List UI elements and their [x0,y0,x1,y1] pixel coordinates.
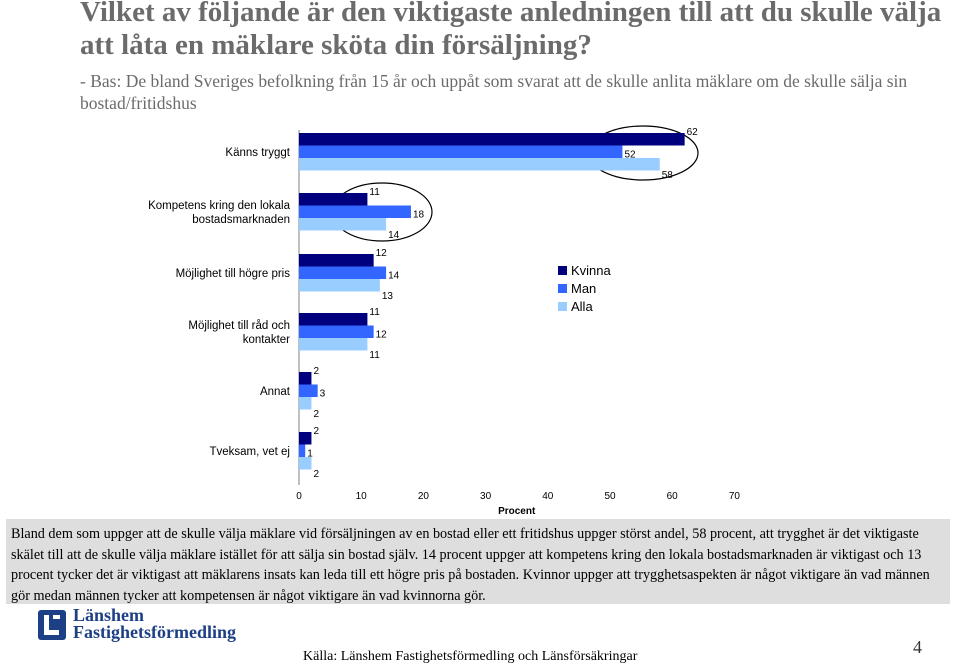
legend-label: Man [571,281,596,296]
bar [299,432,312,445]
x-tick-label: 40 [542,491,554,502]
bar [299,325,374,338]
data-label: 2 [313,409,319,420]
bar [299,193,368,206]
legend-label: Kvinna [571,263,612,278]
logo-line1: Länshem [73,605,145,625]
bar-chart: Känns tryggt 62 52 58 Kompetens kring den lo… [148,125,741,517]
logo-mark-icon [38,610,66,640]
bar [299,218,387,231]
data-label: 11 [369,350,380,361]
category-label: Möjlighet till råd och kontakter [188,320,290,346]
legend-swatch [558,266,567,275]
data-label: 14 [388,230,400,241]
legend-swatch [558,302,567,311]
data-label: 62 [687,127,699,138]
category-label: Känns tryggt [225,147,290,159]
bar [299,457,312,470]
category-label: Kompetens kring den lokala bostadsmarknad… [148,200,291,226]
source-note: Källa: Länshem Fastighetsförmedling och … [303,649,638,664]
bar [299,444,306,457]
bar [299,145,623,158]
data-label: 3 [320,389,326,400]
data-label: 12 [376,248,388,259]
data-label: 2 [313,469,319,480]
x-tick-label: 60 [667,491,679,502]
x-tick-label: 20 [418,491,430,502]
x-tick-label: 70 [729,491,741,502]
bar [299,279,380,292]
data-label: 12 [376,330,388,341]
bar [299,384,318,397]
data-label: 58 [662,170,674,181]
bar [299,266,387,279]
legend-label: Alla [571,299,593,314]
bar [299,133,685,146]
category-label: Annat [260,386,291,398]
page-title: Vilket av följande är den viktigaste anl… [80,0,942,61]
data-label: 13 [382,291,394,302]
x-tick-label: 50 [604,491,616,502]
bar [299,254,374,267]
page-subtitle: - Bas: De bland Sveriges befolkning från… [80,71,908,113]
bar [299,313,368,326]
x-tick-label: 10 [356,491,368,502]
data-label: 1 [307,449,313,460]
legend-swatch [558,284,567,293]
data-label: 14 [388,271,400,282]
data-label: 2 [313,426,319,437]
bar [299,205,411,218]
data-label: 2 [313,366,319,377]
category-label: Tveksam, vet ej [209,446,290,458]
data-label: 52 [624,150,636,161]
data-label: 18 [413,210,425,221]
data-label: 11 [369,307,380,318]
bar [299,338,368,351]
category-label: Möjlighet till högre pris [176,268,291,280]
bar [299,158,660,171]
summary-text: Bland dem som uppger att de skulle välja… [6,519,950,604]
x-axis-title: Procent [498,506,536,517]
bar [299,372,312,385]
company-logo: Länshem Fastighetsförmedling [38,605,248,643]
bar [299,397,312,410]
x-tick-label: 0 [296,491,302,502]
logo-line2: Fastighetsförmedling [73,622,236,642]
data-label: 11 [369,187,380,198]
x-tick-label: 30 [480,491,492,502]
page-number: 4 [913,637,922,657]
